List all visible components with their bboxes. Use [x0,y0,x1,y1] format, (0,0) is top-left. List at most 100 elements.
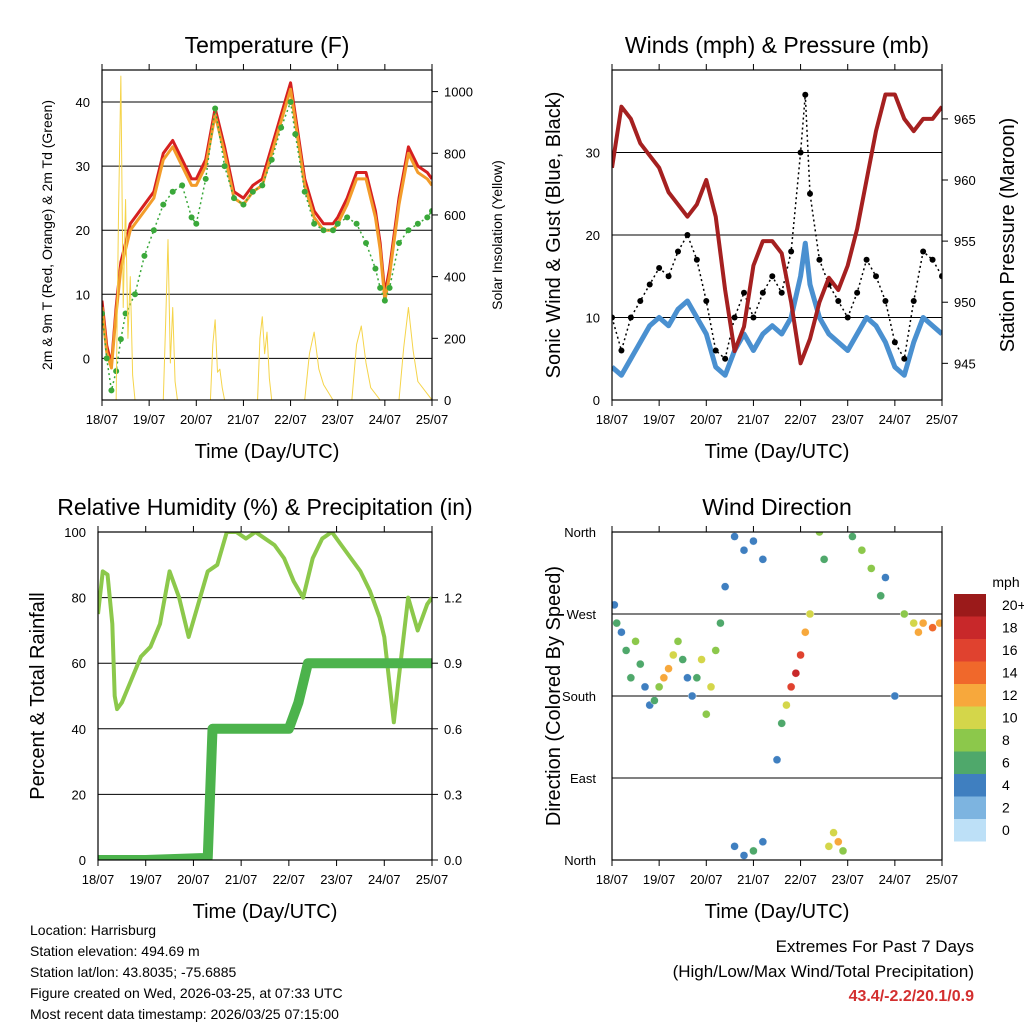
panel1-2m-td-point [259,182,266,189]
panel4-direction-point [796,650,805,660]
extremes-values: 43.4/-2.2/20.1/0.9 [848,988,974,1005]
panel4-direction-point [640,682,650,692]
panel1-2m-td-trace [102,101,432,391]
panel4-direction-point [612,618,621,628]
panel2-xtick-label: 23/07 [831,412,864,427]
panel4-direction-point [692,673,702,682]
panel1-xtick-label: 19/07 [133,412,166,427]
panel2-xtick-label: 20/07 [690,412,723,427]
panel1-2m-td-point [363,240,369,247]
panel4-direction-point [673,637,683,646]
panel4-ytick-label: North [564,525,596,540]
panel2-y2tick-label: 955 [954,234,976,249]
panel4-direction-point [626,673,636,682]
panel4-direction-point [935,618,942,628]
colorbar-label: 4 [1002,777,1010,793]
panel3-xtick-label: 23/07 [320,872,353,887]
panel4-xtick-label: 22/07 [784,872,817,887]
panel1-2m-td-point [292,131,299,138]
panel4-direction-point [758,555,768,564]
panel4-direction-point [650,696,659,705]
panel4-direction-point [631,637,640,646]
panel1-y2tick-label: 200 [444,331,466,346]
colorbar-swatch [954,594,986,617]
panel2-y2tick-label: 945 [954,356,976,371]
panel2-gust-point [618,347,625,354]
station-location: Location: Harrisburg [30,922,157,938]
panel4-direction-point [654,682,664,692]
panel3-ylabel: Percent & Total Rainfall [27,592,49,800]
panel3-xtick-label: 18/07 [82,872,115,887]
panel1-2m-td-point [386,284,393,291]
panel2-ytick-label: 30 [586,146,600,161]
panel1-ytick-label: 10 [76,287,90,302]
panel4-direction-point [636,659,645,669]
panel4-xlabel: Time (Day/UTC) [705,901,850,923]
colorbar-label: 2 [1002,800,1010,816]
panel4-direction-point [777,719,786,728]
panel3-y2tick-label: 0.9 [444,656,462,671]
panel4-frame [611,531,943,861]
panel2-gust-point [802,91,809,98]
panel3-xtick-label: 22/07 [273,872,306,887]
panel1-ytick-label: 0 [83,351,90,366]
panel3-y2tick-label: 0.0 [444,853,462,868]
panel2-gust-point [901,355,908,362]
panel1-2m-td-point [117,336,124,343]
extremes-subtitle: (High/Low/Max Wind/Total Precipitation) [672,962,974,981]
panel1-xtick-label: 18/07 [86,412,119,427]
panel1-xtick-label: 23/07 [321,412,354,427]
panel3-ytick-label: 100 [64,525,86,540]
panel1-xtick-label: 24/07 [369,412,402,427]
panel4-direction-point [730,532,739,541]
panel4-direction-point [706,682,716,692]
panel1-2m-td-point [132,291,138,298]
panel2-gust-point [873,273,879,280]
panel4-direction-point [664,664,673,673]
colorbar-label: 6 [1002,755,1010,771]
panel3-xtick-label: 20/07 [177,872,210,887]
panel1-ytick-label: 40 [76,95,90,110]
panel4-direction-point [834,837,843,846]
panel3-ytick-label: 40 [72,722,86,737]
panel3-title: Relative Humidity (%) & Precipitation (i… [57,494,472,520]
panel4-direction-point [791,669,801,678]
panel4-direction-point [702,710,711,719]
panel4-xtick-label: 21/07 [737,872,770,887]
panel1-2m-td-point [278,124,285,131]
colorbar-swatch [954,774,986,797]
panel4-direction-point [683,673,692,682]
colorbar-label: 20+ [1002,597,1024,613]
panel2-y2tick-label: 960 [954,173,976,188]
panel2-frame [611,69,943,401]
panel1-2m-td-point [268,156,275,163]
station-elevation: Station elevation: 494.69 m [30,943,200,959]
panel4-xtick-label: 19/07 [643,872,676,887]
panel4-title: Wind Direction [702,494,852,520]
panel2-xtick-label: 21/07 [737,412,770,427]
panel2-gust-point [759,289,766,296]
panel1-ytick-label: 20 [76,223,90,238]
panel2-gust-point [675,248,681,255]
panel3-ytick-label: 20 [72,787,86,802]
panel4-direction-point [848,532,857,541]
panel2-gust-trace [612,94,942,361]
panel2-gust-point [703,298,710,304]
panel4-direction-point [819,555,829,564]
panel4-direction-point [838,846,848,856]
panel3-y2tick-label: 1.2 [444,591,462,606]
panel1-xtick-label: 22/07 [274,412,307,427]
panel2-gust-point [731,314,738,321]
panel3-relative-humidity-line [98,532,432,725]
panel1-y2tick-label: 1000 [444,85,473,100]
panel2-y2tick-label: 950 [954,295,976,310]
panel4-ylabel: Direction (Colored By Speed) [543,566,565,826]
panel4-xtick-label: 20/07 [690,872,723,887]
panel1-2m-td-point [188,214,195,221]
latest-timestamp: Most recent data timestamp: 2026/03/25 0… [30,1006,339,1022]
panel3-ytick-label: 60 [72,656,86,671]
panel4-direction-point [824,842,834,851]
panel2-xtick-label: 25/07 [926,412,959,427]
panel1-xtick-label: 21/07 [227,412,260,427]
panel1-2m-td-point [381,297,388,304]
